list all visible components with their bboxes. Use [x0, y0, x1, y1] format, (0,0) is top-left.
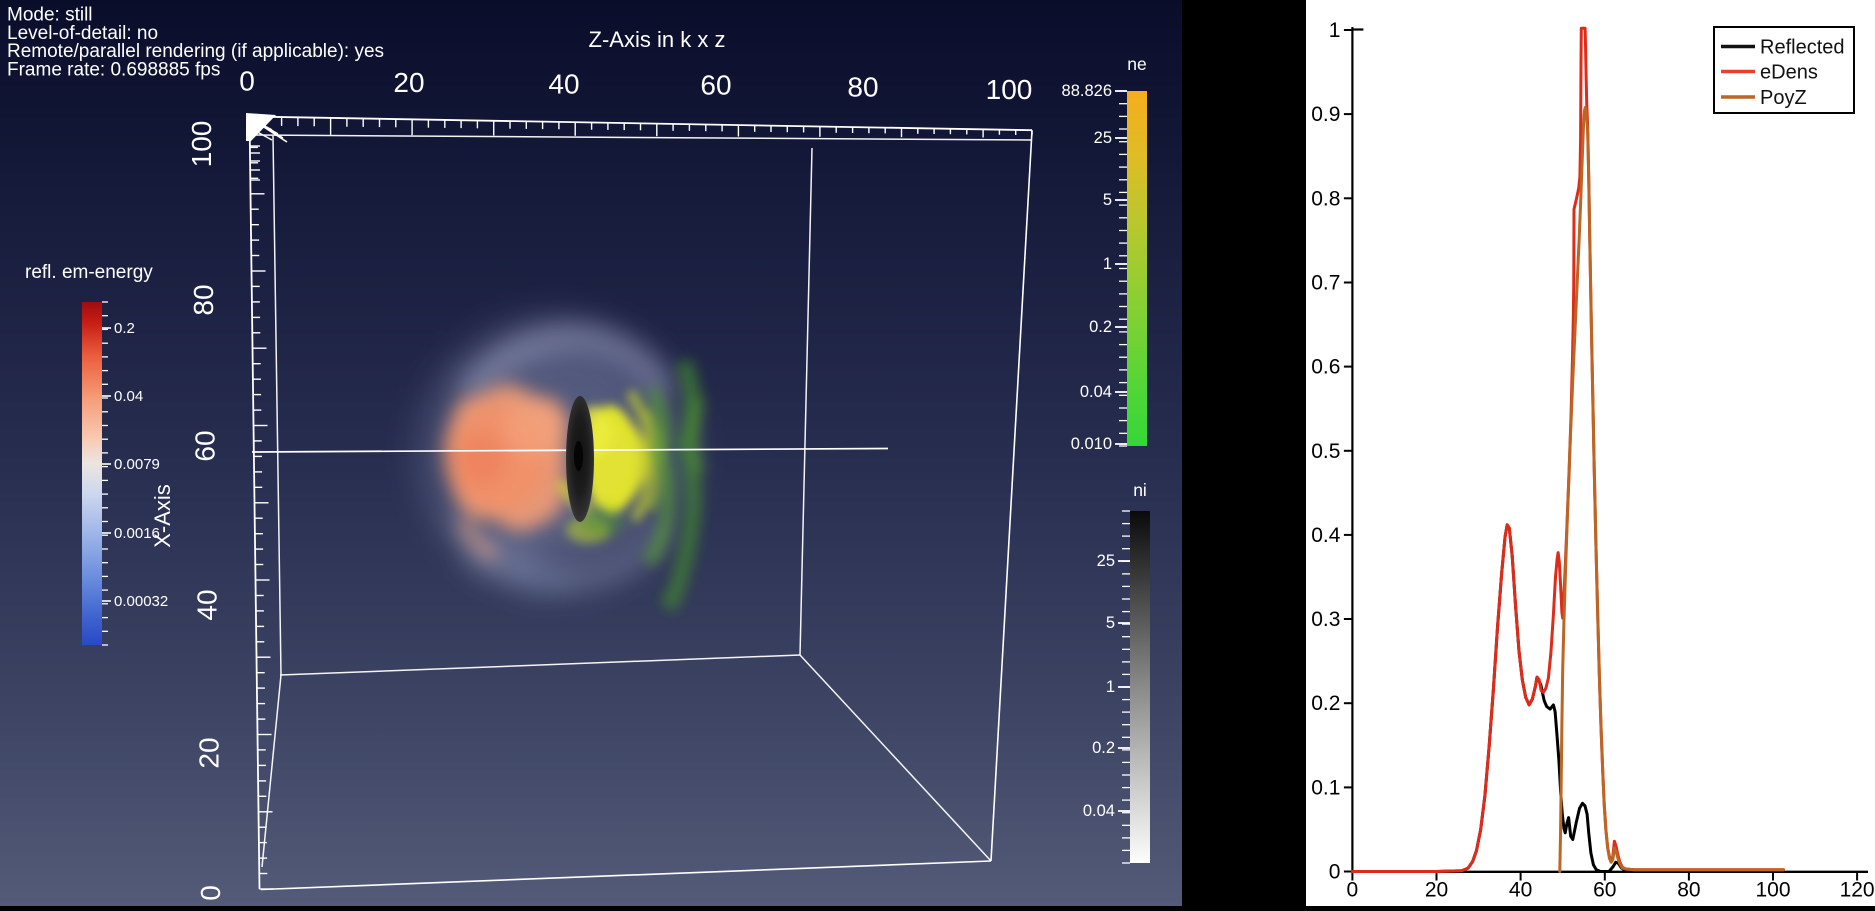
svg-text:0.0016: 0.0016: [114, 525, 160, 542]
svg-text:80: 80: [847, 72, 878, 103]
svg-text:0.7: 0.7: [1311, 272, 1340, 295]
svg-text:refl. em-energy: refl. em-energy: [25, 262, 153, 283]
svg-text:Z-Axis in k x z: Z-Axis in k x z: [589, 27, 726, 52]
svg-text:20: 20: [1425, 879, 1448, 902]
svg-text:60: 60: [700, 70, 731, 101]
svg-text:0.2: 0.2: [1311, 692, 1340, 715]
svg-text:0.9: 0.9: [1311, 103, 1340, 126]
svg-text:88.826: 88.826: [1062, 82, 1112, 100]
svg-text:40: 40: [192, 589, 223, 620]
svg-text:ne: ne: [1127, 54, 1146, 74]
svg-text:0.00032: 0.00032: [114, 593, 168, 610]
svg-text:Mode: still: Mode: still: [7, 5, 93, 26]
svg-text:60: 60: [190, 430, 221, 461]
svg-text:0.04: 0.04: [1083, 802, 1115, 820]
svg-text:0: 0: [1329, 861, 1341, 884]
svg-text:0.0079: 0.0079: [114, 456, 160, 473]
svg-text:Level-of-detail: no: Level-of-detail: no: [7, 23, 158, 44]
svg-text:Remote/parallel rendering (if: Remote/parallel rendering (if applicable…: [7, 41, 384, 62]
svg-text:X-Axis: X-Axis: [150, 484, 175, 548]
svg-text:1: 1: [1329, 19, 1341, 42]
svg-text:0.010: 0.010: [1071, 435, 1112, 453]
svg-text:Reflected: Reflected: [1760, 37, 1845, 59]
svg-text:120: 120: [1840, 879, 1875, 902]
svg-text:5: 5: [1106, 614, 1115, 632]
svg-text:100: 100: [1755, 879, 1790, 902]
svg-text:0.04: 0.04: [1080, 383, 1112, 401]
svg-text:100: 100: [986, 74, 1033, 105]
svg-text:1: 1: [1106, 678, 1115, 696]
svg-text:0.3: 0.3: [1311, 608, 1340, 631]
svg-text:40: 40: [1509, 879, 1532, 902]
svg-text:0.6: 0.6: [1311, 356, 1340, 379]
svg-text:0: 0: [239, 66, 255, 97]
svg-text:40: 40: [548, 69, 579, 100]
svg-text:25: 25: [1097, 552, 1115, 570]
svg-text:25: 25: [1094, 129, 1112, 147]
svg-text:20: 20: [393, 67, 424, 98]
svg-text:0: 0: [195, 885, 226, 901]
svg-text:0: 0: [1347, 879, 1359, 902]
svg-text:5: 5: [1103, 191, 1112, 209]
svg-text:0.04: 0.04: [114, 388, 143, 405]
svg-text:100: 100: [186, 121, 217, 168]
svg-text:0.8: 0.8: [1311, 187, 1340, 210]
svg-text:1: 1: [1103, 255, 1112, 273]
svg-text:PoyZ: PoyZ: [1760, 87, 1807, 109]
svg-text:0.2: 0.2: [1089, 318, 1112, 336]
svg-text:80: 80: [1677, 879, 1700, 902]
svg-text:0.2: 0.2: [1092, 739, 1115, 757]
svg-text:80: 80: [188, 284, 219, 315]
svg-text:0.2: 0.2: [114, 320, 135, 337]
svg-text:0.1: 0.1: [1311, 776, 1340, 799]
svg-text:20: 20: [194, 737, 225, 768]
svg-text:eDens: eDens: [1760, 62, 1818, 84]
svg-text:Frame rate: 0.698885 fps: Frame rate: 0.698885 fps: [7, 59, 220, 80]
svg-text:0.5: 0.5: [1311, 440, 1340, 463]
svg-text:0.4: 0.4: [1311, 524, 1341, 547]
svg-text:60: 60: [1593, 879, 1616, 902]
svg-text:ni: ni: [1133, 480, 1147, 500]
